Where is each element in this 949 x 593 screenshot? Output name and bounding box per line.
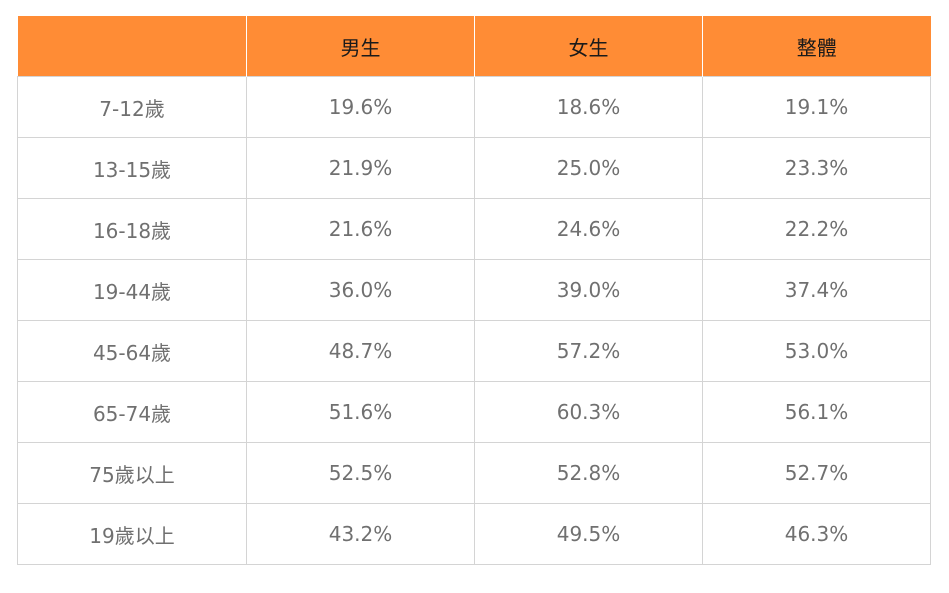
age-group-cell: 7-12歲 <box>17 76 247 138</box>
female-value-cell: 49.5% <box>474 503 703 565</box>
overall-value-cell: 37.4% <box>702 259 931 321</box>
male-value-cell: 48.7% <box>246 320 475 382</box>
header-cell-overall: 整體 <box>702 16 931 77</box>
header-row: 男生 女生 整體 <box>17 16 931 77</box>
age-group-cell: 45-64歲 <box>17 320 247 382</box>
male-value-cell: 43.2% <box>246 503 475 565</box>
table-row: 65-74歲 51.6% 60.3% 56.1% <box>17 381 931 443</box>
table-row: 75歲以上 52.5% 52.8% 52.7% <box>17 442 931 504</box>
overall-value-cell: 52.7% <box>702 442 931 504</box>
table-row: 45-64歲 48.7% 57.2% 53.0% <box>17 320 931 382</box>
data-table: 男生 女生 整體 7-12歲 19.6% 18.6% 19.1% 13-15歲 … <box>17 16 931 565</box>
table-header: 男生 女生 整體 <box>17 16 931 77</box>
table-row: 19歲以上 43.2% 49.5% 46.3% <box>17 503 931 565</box>
overall-value-cell: 23.3% <box>702 137 931 199</box>
female-value-cell: 25.0% <box>474 137 703 199</box>
age-group-cell: 19-44歲 <box>17 259 247 321</box>
female-value-cell: 52.8% <box>474 442 703 504</box>
overall-value-cell: 19.1% <box>702 76 931 138</box>
male-value-cell: 52.5% <box>246 442 475 504</box>
overall-value-cell: 22.2% <box>702 198 931 260</box>
header-cell-male: 男生 <box>246 16 475 77</box>
age-group-cell: 16-18歲 <box>17 198 247 260</box>
age-group-cell: 13-15歲 <box>17 137 247 199</box>
table-row: 19-44歲 36.0% 39.0% 37.4% <box>17 259 931 321</box>
male-value-cell: 36.0% <box>246 259 475 321</box>
male-value-cell: 51.6% <box>246 381 475 443</box>
header-cell-female: 女生 <box>474 16 703 77</box>
age-group-cell: 19歲以上 <box>17 503 247 565</box>
header-cell-blank <box>17 16 247 77</box>
table-row: 16-18歲 21.6% 24.6% 22.2% <box>17 198 931 260</box>
overall-value-cell: 46.3% <box>702 503 931 565</box>
table-row: 13-15歲 21.9% 25.0% 23.3% <box>17 137 931 199</box>
age-group-cell: 65-74歲 <box>17 381 247 443</box>
table-body: 7-12歲 19.6% 18.6% 19.1% 13-15歲 21.9% 25.… <box>17 76 931 565</box>
female-value-cell: 60.3% <box>474 381 703 443</box>
table-row: 7-12歲 19.6% 18.6% 19.1% <box>17 76 931 138</box>
overall-value-cell: 56.1% <box>702 381 931 443</box>
age-group-cell: 75歲以上 <box>17 442 247 504</box>
overall-value-cell: 53.0% <box>702 320 931 382</box>
male-value-cell: 19.6% <box>246 76 475 138</box>
female-value-cell: 24.6% <box>474 198 703 260</box>
female-value-cell: 39.0% <box>474 259 703 321</box>
female-value-cell: 57.2% <box>474 320 703 382</box>
female-value-cell: 18.6% <box>474 76 703 138</box>
male-value-cell: 21.6% <box>246 198 475 260</box>
male-value-cell: 21.9% <box>246 137 475 199</box>
